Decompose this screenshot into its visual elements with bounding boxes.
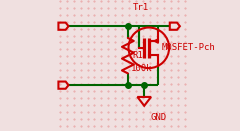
Text: R1: R1: [132, 51, 143, 60]
Text: Tr1: Tr1: [132, 3, 149, 12]
Text: 100k: 100k: [131, 64, 153, 73]
Text: MOSFET-Pch: MOSFET-Pch: [162, 43, 216, 52]
Text: GND: GND: [151, 113, 167, 122]
